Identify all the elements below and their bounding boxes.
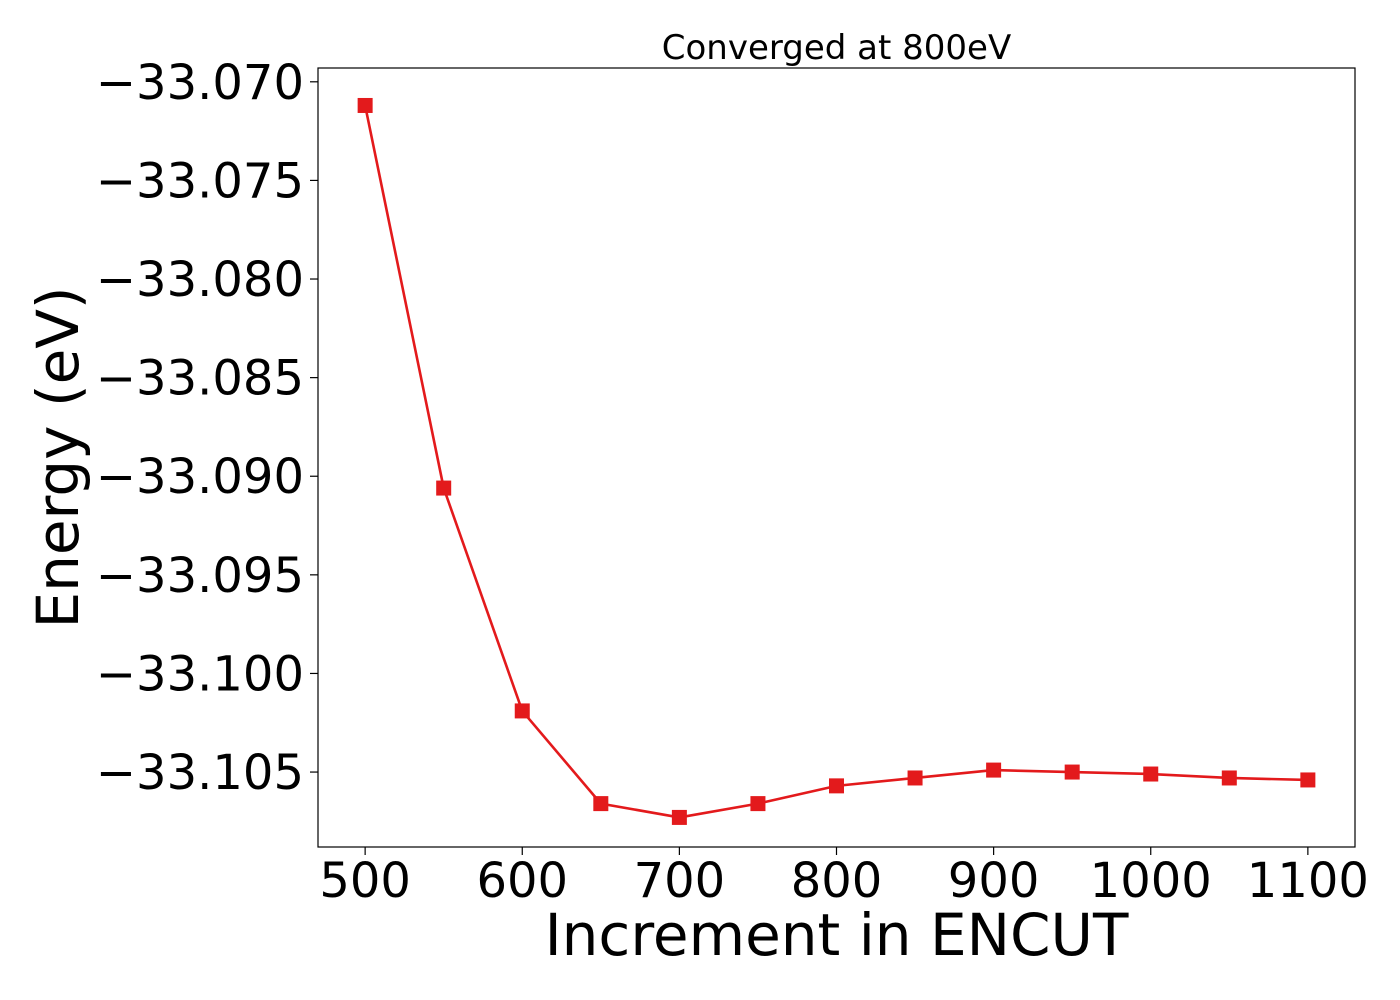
data-point-marker bbox=[829, 778, 844, 794]
y-tick-label: −33.095 bbox=[96, 548, 304, 604]
x-tick-label: 1000 bbox=[1090, 853, 1212, 909]
x-tick-label: 500 bbox=[319, 853, 411, 909]
x-axis-label: Increment in ENCUT bbox=[545, 901, 1129, 969]
data-point-marker bbox=[436, 480, 452, 496]
y-tick-label: −33.080 bbox=[96, 252, 304, 308]
y-tick-label: −33.105 bbox=[96, 745, 304, 801]
x-tick-label: 700 bbox=[634, 853, 726, 909]
x-tick-label: 900 bbox=[948, 853, 1040, 909]
data-point-marker bbox=[907, 770, 923, 786]
y-tick-label: −33.070 bbox=[96, 55, 304, 111]
x-tick-label: 800 bbox=[791, 853, 883, 909]
y-tick-label: −33.085 bbox=[96, 351, 304, 407]
data-point-marker bbox=[357, 97, 373, 113]
data-point-marker bbox=[593, 796, 609, 812]
series-line bbox=[363, 105, 1308, 819]
data-point-marker bbox=[671, 809, 687, 825]
x-tick-label: 600 bbox=[476, 853, 568, 909]
data-point-marker bbox=[514, 703, 530, 719]
y-tick-label: −33.075 bbox=[96, 153, 304, 209]
data-point-marker bbox=[1221, 770, 1237, 786]
x-tick-label: 1100 bbox=[1247, 853, 1369, 909]
y-axis-label: Energy (eV) bbox=[24, 286, 92, 628]
data-point-marker bbox=[1064, 764, 1080, 780]
y-tick-label: −33.100 bbox=[96, 646, 304, 702]
chart-title: Converged at 800eV bbox=[662, 28, 1011, 68]
data-point-marker bbox=[1143, 766, 1159, 782]
plot-frame bbox=[317, 67, 1356, 848]
y-tick-label: −33.090 bbox=[96, 449, 304, 505]
data-point-marker bbox=[750, 796, 766, 812]
data-point-marker bbox=[1300, 772, 1316, 788]
data-point-marker bbox=[986, 762, 1002, 778]
